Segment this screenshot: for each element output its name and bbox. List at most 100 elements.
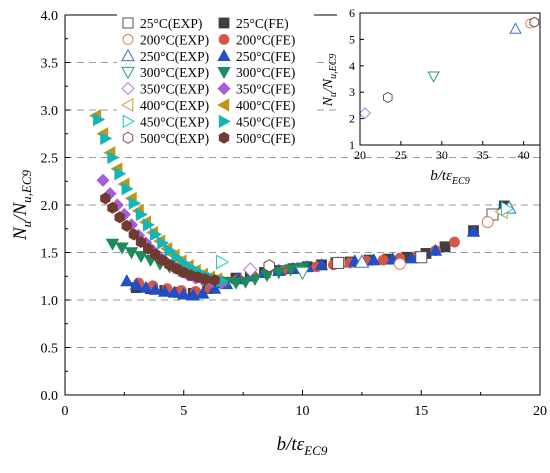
y-tick-label: 2.0 — [41, 199, 59, 214]
legend-item: 500°C(FE) — [218, 131, 295, 146]
series-25-c-fe- — [130, 200, 510, 299]
data-point — [248, 273, 262, 286]
main-data-points — [89, 109, 517, 301]
legend-label: 250°C(FE) — [236, 49, 295, 64]
legend-item: 200°C(FE) — [218, 32, 295, 47]
inset-x-tick-label: 30 — [436, 148, 448, 162]
legend-label: 500°C(FE) — [236, 131, 295, 146]
legend-label: 25°C(FE) — [236, 16, 289, 31]
legend-marker — [122, 131, 134, 144]
inset-y-label-sub: u — [328, 92, 339, 97]
y-tick-label: 3.0 — [41, 104, 59, 119]
legend-item: 400°C(FE) — [217, 98, 295, 113]
legend-item: 450°C(FE) — [218, 114, 295, 129]
main-x-label-text: b/tε — [277, 434, 305, 455]
legend-marker — [218, 34, 230, 45]
data-point — [354, 254, 370, 268]
data-point — [207, 281, 222, 294]
data-point — [100, 131, 113, 146]
data-point — [157, 236, 170, 250]
legend-label: 500°C(EXP) — [140, 131, 209, 146]
legend-item: 400°C(EXP) — [120, 98, 209, 113]
main-y-label-sub: u — [19, 220, 34, 227]
data-point — [120, 274, 134, 287]
inset-y-label-n: N — [321, 96, 336, 107]
inset-plot-frame — [359, 12, 541, 146]
main-y-label-mid: /N — [10, 202, 31, 222]
y-tick-label: 4.0 — [41, 9, 59, 24]
inset-data-point — [383, 91, 393, 103]
legend-label: 400°C(FE) — [236, 98, 295, 113]
inset-x-axis-label: b/tεEC9 — [430, 168, 470, 187]
legend-item: 350°C(EXP) — [121, 82, 209, 97]
inset-x-label-subscript: EC9 — [451, 176, 470, 187]
legend-item: 300°C(FE) — [217, 65, 295, 80]
data-point — [466, 224, 481, 237]
legend-marker — [217, 82, 231, 96]
inset-y-tick-label: 4 — [349, 59, 355, 73]
inset-axis-ticks: 1 2 3 4 5 6 20 25 30 35 40 — [349, 6, 530, 162]
data-point — [142, 218, 155, 232]
data-point — [129, 277, 143, 291]
main-y-axis-label: Nu/Nu,EC9 — [10, 170, 34, 242]
inset-x-label-text: b/tε — [430, 168, 452, 184]
legend-marker — [218, 17, 230, 29]
x-tick-label: 20 — [533, 404, 547, 419]
data-point — [107, 201, 118, 214]
data-point — [314, 258, 329, 271]
data-point — [439, 241, 451, 253]
data-point — [186, 288, 200, 301]
inset-y-tick-label: 6 — [349, 6, 355, 20]
legend-marker — [217, 48, 231, 61]
data-point — [229, 277, 243, 290]
legend-marker — [218, 131, 230, 144]
data-point — [196, 286, 210, 299]
legend-marker — [217, 67, 231, 80]
inset-data-point — [529, 16, 540, 28]
data-point — [149, 227, 163, 242]
data-point — [393, 257, 406, 270]
legend-label: 300°C(FE) — [236, 65, 295, 80]
inset-y-tick-label: 1 — [349, 138, 355, 152]
legend-marker — [121, 48, 135, 62]
inset-x-tick-label: 35 — [477, 148, 489, 162]
legend-label: 25°C(EXP) — [140, 16, 202, 31]
main-y-label-n: N — [10, 226, 31, 241]
data-point — [114, 211, 125, 224]
series-350-c-exp- — [242, 262, 258, 277]
data-point — [405, 251, 419, 264]
legend-label: 350°C(EXP) — [140, 82, 209, 97]
data-point — [415, 251, 428, 264]
data-point — [171, 250, 184, 264]
data-point — [216, 254, 230, 270]
series-200-c-fe- — [133, 215, 494, 297]
x-tick-label: 5 — [180, 404, 187, 419]
data-point — [272, 267, 286, 280]
inset-data-points — [358, 16, 540, 120]
legend-background — [117, 14, 314, 151]
data-point — [158, 284, 172, 297]
legend: 25°C(EXP) 25°C(FE) 200°C(EXP) 200°C(FE) 250°… — [117, 14, 314, 151]
legend-marker — [122, 114, 136, 129]
series-500-c-exp- — [263, 259, 275, 273]
legend-marker — [121, 66, 135, 80]
x-tick-label: 15 — [414, 404, 428, 419]
legend-marker — [120, 98, 134, 112]
inset-y-tick-label: 2 — [349, 112, 355, 126]
inset-x-tick-label: 25 — [395, 148, 407, 162]
series-500-c-fe- — [100, 192, 220, 287]
data-point — [449, 236, 460, 248]
legend-label: 400°C(EXP) — [140, 98, 209, 113]
data-point — [115, 242, 129, 255]
y-tick-label: 0.5 — [41, 342, 59, 357]
data-point — [121, 219, 132, 232]
data-point — [501, 201, 515, 217]
legend-item: 250°C(FE) — [217, 48, 295, 64]
series-200-c-exp- — [393, 216, 494, 270]
legend-label: 200°C(EXP) — [140, 32, 209, 47]
legend-marker — [217, 98, 230, 112]
y-tick-label: 1.5 — [41, 247, 59, 262]
data-point — [367, 253, 381, 266]
legend-item: 25°C(EXP) — [122, 16, 202, 31]
data-point — [96, 173, 110, 187]
